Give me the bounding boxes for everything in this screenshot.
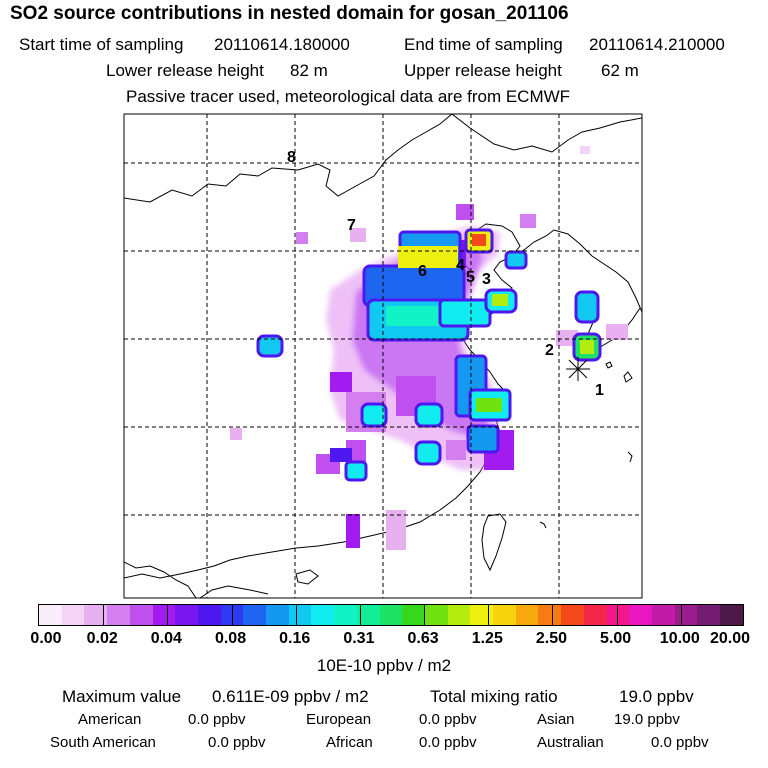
colorbar-tick-label: 0.16 — [279, 630, 311, 647]
max-value: 0.611E-09 ppbv / m2 — [212, 687, 369, 706]
map-label-5: 5 — [466, 269, 475, 286]
colorbar-divider — [359, 605, 361, 625]
colorbar-tick-label: 0.04 — [150, 630, 182, 647]
grid-lines — [124, 114, 642, 598]
colorbar-tick-label: 0.02 — [86, 630, 118, 647]
colorbar-tick-label: 1.25 — [471, 630, 503, 647]
end-time-value: 20110614.210000 — [589, 35, 725, 54]
colorbar-divider — [680, 605, 682, 625]
colorbar-swatch — [583, 605, 607, 625]
tracer-note: Passive tracer used, meteorological data… — [126, 87, 571, 106]
colorbar — [38, 604, 744, 626]
plot-title: SO2 source contributions in nested domai… — [10, 3, 569, 24]
colorbar-swatch — [606, 605, 630, 625]
american-label: American — [78, 711, 142, 728]
colorbar-swatch — [84, 605, 108, 625]
map-label-6: 6 — [418, 263, 427, 280]
colorbar-swatch — [629, 605, 652, 625]
total-mixing-value: 19.0 ppbv — [619, 687, 694, 706]
colorbar-swatch — [356, 605, 380, 625]
colorbar-swatch — [561, 605, 584, 625]
upper-release-label: Upper release height — [404, 61, 562, 80]
map-label-1: 1 — [595, 382, 604, 399]
european-value: 0.0 ppbv — [419, 711, 477, 728]
colorbar-tick-label: 2.50 — [535, 630, 568, 647]
colorbar-swatch — [424, 605, 448, 625]
map-label-4: 4 — [456, 257, 465, 274]
colorbar-divider — [103, 605, 105, 625]
asian-label: Asian — [537, 711, 575, 728]
colorbar-swatch — [39, 605, 62, 625]
australian-value: 0.0 ppbv — [651, 734, 709, 751]
colorbar-divider — [552, 605, 554, 625]
map-label-8: 8 — [287, 149, 296, 166]
american-value: 0.0 ppbv — [188, 711, 246, 728]
map-label-2: 2 — [545, 342, 554, 359]
south-american-value: 0.0 ppbv — [208, 734, 266, 751]
colorbar-swatch — [61, 605, 85, 625]
colorbar-swatch — [651, 605, 675, 625]
european-label: European — [306, 711, 372, 728]
plume-cells — [230, 146, 628, 550]
colorbar-swatch — [674, 605, 698, 625]
colorbar-swatch — [379, 605, 403, 625]
colorbar-tick-label: 0.31 — [343, 630, 375, 647]
colorbar-divider — [231, 605, 233, 625]
colorbar-swatch — [447, 605, 471, 625]
colorbar-tick-label: 5.00 — [600, 630, 632, 647]
colorbar-swatch — [515, 605, 539, 625]
map-label-3: 3 — [482, 271, 491, 288]
max-value-label: Maximum value — [62, 687, 182, 706]
map-label-7: 7 — [347, 217, 356, 234]
colorbar-divider — [295, 605, 297, 625]
start-time-label: Start time of sampling — [19, 35, 184, 54]
colorbar-swatch — [107, 605, 130, 625]
colorbar-tick-label: 0.63 — [407, 630, 439, 647]
colorbar-divider — [488, 605, 490, 625]
colorbar-divider — [424, 605, 426, 625]
colorbar-swatch — [402, 605, 425, 625]
colorbar-tick-label: 0.00 — [30, 630, 62, 647]
colorbar-tick-label: 20.00 — [709, 630, 751, 647]
african-value: 0.0 ppbv — [419, 734, 477, 751]
colorbar-swatch — [152, 605, 176, 625]
colorbar-units: 10E-10 ppbv / m2 — [316, 656, 452, 675]
south-american-label: South American — [50, 734, 156, 751]
colorbar-tick-label: 10.00 — [659, 630, 700, 647]
end-time-label: End time of sampling — [404, 35, 563, 54]
colorbar-swatch — [129, 605, 153, 625]
asian-value: 19.0 ppbv — [614, 711, 680, 728]
colorbar-swatch — [288, 605, 312, 625]
colorbar-swatch — [197, 605, 221, 625]
receptor-marker — [566, 357, 590, 381]
colorbar-swatch — [493, 605, 516, 625]
colorbar-swatch — [334, 605, 357, 625]
colorbar-swatch — [311, 605, 335, 625]
colorbar-divider — [616, 605, 618, 625]
colorbar-tick-label: 0.08 — [214, 630, 247, 647]
colorbar-swatch — [538, 605, 562, 625]
colorbar-swatch — [470, 605, 494, 625]
lower-release-label: Lower release height — [106, 61, 264, 80]
australian-label: Australian — [537, 734, 604, 751]
colorbar-swatch — [175, 605, 198, 625]
colorbar-swatch — [697, 605, 721, 625]
colorbar-divider — [167, 605, 169, 625]
start-time-value: 20110614.180000 — [214, 35, 350, 54]
colorbar-swatch — [720, 605, 743, 625]
lower-release-value: 82 m — [290, 61, 328, 80]
total-mixing-label: Total mixing ratio — [430, 687, 558, 706]
colorbar-swatch — [266, 605, 289, 625]
colorbar-swatch — [243, 605, 267, 625]
african-label: African — [326, 734, 373, 751]
upper-release-value: 62 m — [601, 61, 639, 80]
